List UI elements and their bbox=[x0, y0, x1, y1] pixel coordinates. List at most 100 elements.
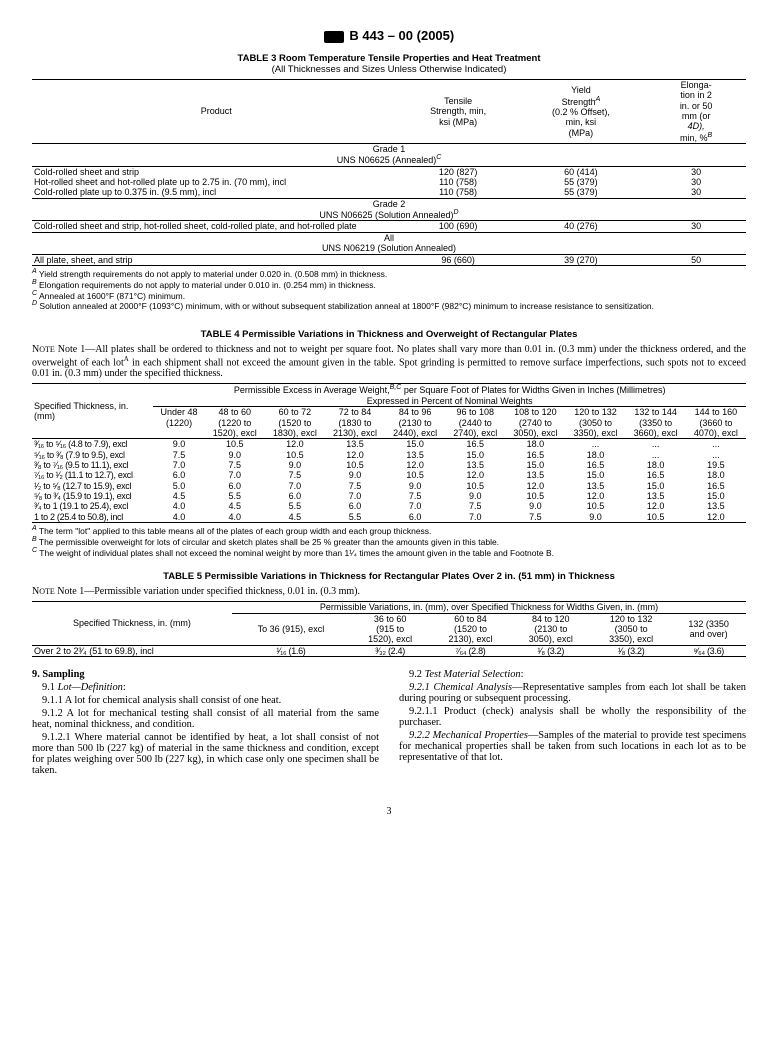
cell: 30 bbox=[646, 166, 746, 177]
cell: Cold-rolled sheet and strip bbox=[32, 166, 401, 177]
cell: ... bbox=[686, 450, 746, 460]
cell: 12.0 bbox=[265, 439, 325, 450]
run: 9.2.1 Chemical Analysis bbox=[409, 682, 512, 693]
cell: 110 (758) bbox=[401, 177, 516, 187]
cell: 15.0 bbox=[686, 491, 746, 501]
cell: 120 to 132 bbox=[574, 407, 617, 417]
cell: UNS N06625 (Solution Annealed) bbox=[319, 210, 453, 220]
p: 9.2 Test Material Selection: bbox=[399, 669, 746, 680]
cell: ¹⁄₁₆ (1.6) bbox=[232, 645, 350, 656]
cell: 30 bbox=[646, 221, 746, 232]
cell: 120 (827) bbox=[401, 166, 516, 177]
cell: Cold-rolled sheet and strip, hot-rolled … bbox=[32, 221, 401, 232]
cell: 13.5 bbox=[505, 470, 565, 480]
cell: 2130), excl bbox=[448, 634, 492, 644]
cell: 7.0 bbox=[445, 512, 505, 523]
cell: 9.0 bbox=[325, 470, 385, 480]
cell: min, % bbox=[680, 133, 708, 143]
cell: 9.0 bbox=[153, 439, 204, 450]
cell: 15.0 bbox=[626, 481, 686, 491]
cell: Cold-rolled plate up to 0.375 in. (9.5 m… bbox=[32, 187, 401, 198]
t5-note: NOTE Note 1—Permissible variation under … bbox=[32, 586, 746, 597]
cell: (2130 to bbox=[399, 418, 432, 428]
cell: (2440 to bbox=[459, 418, 492, 428]
footnote: Elongation requirements do not apply to … bbox=[37, 280, 376, 290]
body-columns: 9. Sampling 9.1 Lot—Definition: 9.1.1 A … bbox=[32, 669, 746, 778]
cell: 5.5 bbox=[325, 512, 385, 523]
cell: 7.5 bbox=[385, 491, 445, 501]
cell: (1220) bbox=[166, 418, 192, 428]
cell: Under 48 bbox=[161, 407, 198, 417]
footnote: Solution annealed at 2000°F (1093°C) min… bbox=[37, 301, 654, 311]
cell: 132 (3350 bbox=[688, 619, 729, 629]
cell: 7.0 bbox=[385, 501, 445, 511]
cell: 10.5 bbox=[445, 481, 505, 491]
cell: 10.5 bbox=[385, 470, 445, 480]
cell: To 36 (915), excl bbox=[232, 613, 350, 645]
cell: Permissible Excess in Average Weight, bbox=[234, 385, 390, 395]
cell: 3350), excl bbox=[574, 428, 618, 438]
cell: ⁵⁄₁₆ to ³⁄₈ (7.9 to 9.5), excl bbox=[32, 450, 153, 460]
cell: ³⁄₄ to 1 (19.1 to 25.4), excl bbox=[32, 501, 153, 511]
cell: ⁷⁄₁₆ to ¹⁄₂ (11.1 to 12.7), excl bbox=[32, 470, 153, 480]
cell: (3050 to bbox=[615, 624, 648, 634]
footnote: The weight of individual plates shall no… bbox=[37, 547, 554, 557]
cell: Grade 1 bbox=[373, 144, 406, 154]
cell: 7.0 bbox=[265, 481, 325, 491]
cell: 3660), excl bbox=[634, 428, 678, 438]
cell: 120 to 132 bbox=[610, 614, 653, 624]
p: 9.1.2 A lot for mechanical testing shall… bbox=[32, 708, 379, 730]
cell: 39 (270) bbox=[516, 254, 647, 265]
footnote: Annealed at 1600°F (871°C) minimum. bbox=[37, 290, 185, 300]
cell: 4D), bbox=[688, 121, 705, 131]
cell: 72 to 84 bbox=[339, 407, 372, 417]
cell: 9.0 bbox=[565, 512, 625, 523]
cell: Specified Thickness, in. bbox=[34, 401, 128, 411]
cell: 60 to 72 bbox=[279, 407, 312, 417]
cell: 6.0 bbox=[385, 512, 445, 523]
cell: 12.0 bbox=[445, 470, 505, 480]
standard-id: B 443 – 00 bbox=[349, 28, 413, 43]
cell: ³⁄₃₂ (2.4) bbox=[350, 645, 430, 656]
cell: 7.5 bbox=[505, 512, 565, 523]
cell: 10.5 bbox=[325, 460, 385, 470]
cell: (1220 to bbox=[218, 418, 251, 428]
cell: All plate, sheet, and strip bbox=[32, 254, 401, 265]
doc-header: B 443 – 00 (2005) bbox=[32, 28, 746, 43]
cell: 60 to 84 bbox=[454, 614, 487, 624]
cell: ³⁄₁₆ to ⁵⁄₁₆ (4.8 to 7.9), excl bbox=[32, 439, 153, 450]
cell: 13.5 bbox=[385, 450, 445, 460]
cell: 40 (276) bbox=[516, 221, 647, 232]
cell: 7.5 bbox=[325, 481, 385, 491]
table-4: Specified Thickness, in. (mm) Permissibl… bbox=[32, 383, 746, 522]
cell: 1830), excl bbox=[273, 428, 317, 438]
t5-title: TABLE 5 Permissible Variations in Thickn… bbox=[32, 571, 746, 582]
cell: 16.5 bbox=[445, 439, 505, 450]
cell: (1520 to bbox=[454, 624, 487, 634]
cell: Strength, min, bbox=[430, 106, 486, 116]
cell: 6.0 bbox=[153, 470, 204, 480]
cell: 5.0 bbox=[153, 481, 204, 491]
cell: 48 to 60 bbox=[219, 407, 252, 417]
cell: 60 (414) bbox=[516, 166, 647, 177]
p: 9.1 Lot—Definition: bbox=[32, 682, 379, 693]
cell: (2740 to bbox=[519, 418, 552, 428]
cell: (3050 to bbox=[579, 418, 612, 428]
cell: and over) bbox=[690, 629, 728, 639]
cell: 36 to 60 bbox=[374, 614, 407, 624]
cell: 96 (660) bbox=[401, 254, 516, 265]
cell: 6.0 bbox=[325, 501, 385, 511]
cell: 10.5 bbox=[626, 512, 686, 523]
cell: 9.0 bbox=[265, 460, 325, 470]
p: 9.2.1 Chemical Analysis—Representative s… bbox=[399, 682, 746, 704]
cell: 10.5 bbox=[205, 439, 265, 450]
t3-subtitle: (All Thicknesses and Sizes Unless Otherw… bbox=[32, 64, 746, 75]
cell: 3350), excl bbox=[609, 634, 653, 644]
cell: (1830 to bbox=[339, 418, 372, 428]
cell: Permissible Variations, in. (mm), over S… bbox=[232, 602, 746, 613]
cell: tion in 2 bbox=[680, 90, 712, 100]
cell: All bbox=[384, 233, 394, 243]
cell: ⁵⁄₈ to ³⁄₄ (15.9 to 19.1), excl bbox=[32, 491, 153, 501]
cell: Tensile bbox=[444, 96, 472, 106]
t4-note1: NOTE Note 1—All plates shall be ordered … bbox=[32, 344, 746, 379]
